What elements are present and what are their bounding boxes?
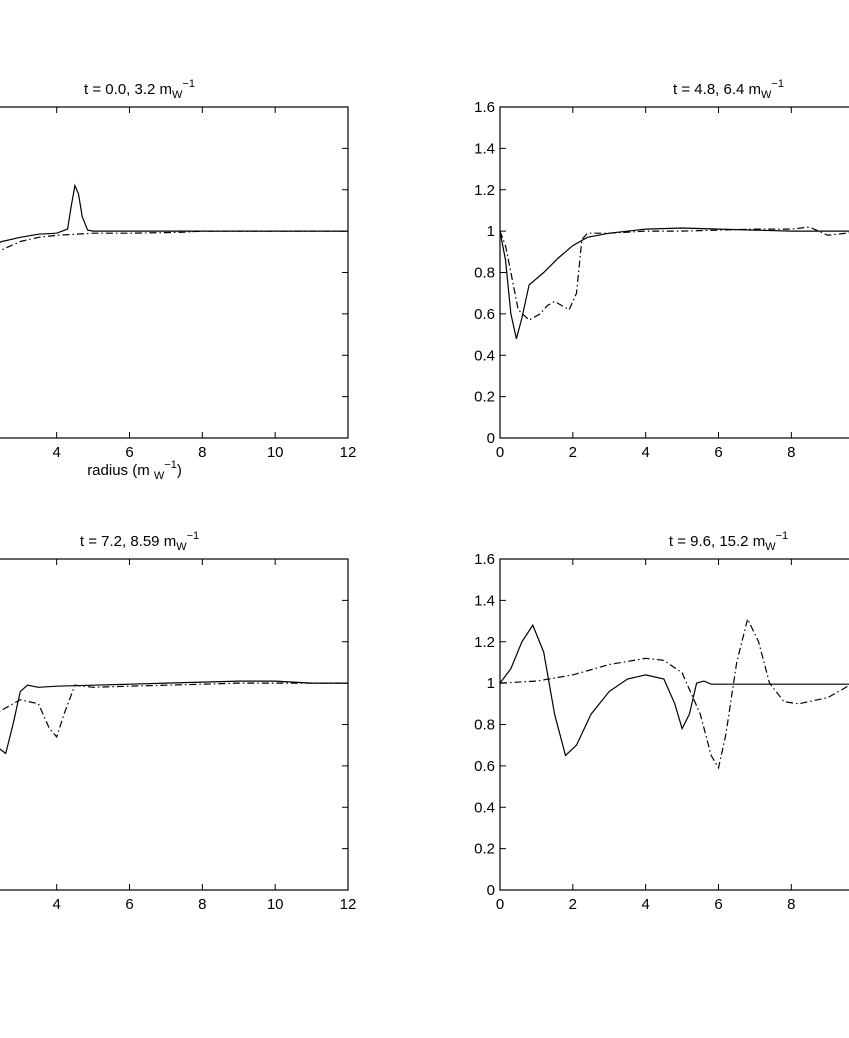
- series-dashdot-line: [500, 226, 849, 321]
- x-tick-label: 12: [340, 444, 357, 461]
- axes-frame: [499, 106, 849, 439]
- x-tick-label: 4: [52, 444, 60, 461]
- y-tick-label: 0.6: [474, 306, 495, 323]
- panel-title: t = 0.0, 3.2 mW−1: [84, 78, 195, 101]
- x-tick-label: 6: [714, 444, 722, 461]
- y-tick-label: 0: [487, 882, 495, 899]
- x-tick-label: 10: [267, 444, 284, 461]
- x-tick-label: 2: [569, 444, 577, 461]
- x-tick-label: 6: [125, 444, 133, 461]
- x-tick-label: 8: [787, 896, 795, 913]
- panel-title-unit-sup: −1: [771, 78, 784, 90]
- axes-frame: [499, 558, 849, 891]
- x-tick-label: 4: [641, 896, 649, 913]
- y-tick-label: 0.4: [474, 799, 495, 816]
- y-tick-label: 1.2: [474, 634, 495, 651]
- x-tick-label: 2: [569, 896, 577, 913]
- series-solid-line: [500, 623, 849, 757]
- y-tick-label: 0.8: [474, 265, 495, 282]
- axes-frame: [0, 106, 349, 439]
- series-solid-line: [500, 227, 849, 339]
- axes-frame: [0, 558, 349, 891]
- y-tick-label: 1.4: [474, 592, 495, 609]
- series-dashdot-line: [0, 230, 348, 252]
- subplot-top-right: 024681000.20.40.60.811.21.41.6t = 4.8, 6…: [474, 78, 849, 461]
- x-tick-label: 8: [198, 896, 206, 913]
- panel-title-unit: m: [164, 533, 177, 550]
- panel-title-unit-sub: W: [172, 89, 183, 101]
- x-axis-label-tail: ): [177, 462, 182, 479]
- y-tick-label: 0.4: [474, 347, 495, 364]
- panel-title-main: t = 4.8, 6.4: [673, 81, 748, 98]
- x-tick-label: 0: [496, 896, 504, 913]
- panel-title: t = 9.6, 15.2 mW−1: [669, 530, 788, 553]
- y-tick-label: 1.6: [474, 551, 495, 568]
- panel-title-unit-sup: −1: [182, 78, 195, 90]
- x-axis-label: radius (m W−1): [87, 459, 182, 482]
- panel-title-unit-sub: W: [765, 541, 776, 553]
- x-axis-label-unit-sup: −1: [164, 459, 177, 471]
- panel-title-unit-sup: −1: [187, 530, 200, 542]
- x-tick-label: 8: [787, 444, 795, 461]
- panel-title: t = 4.8, 6.4 mW−1: [673, 78, 784, 101]
- series-solid-line: [0, 680, 348, 755]
- y-tick-label: 1: [487, 675, 495, 692]
- y-tick-label: 0.8: [474, 717, 495, 734]
- series-dashdot-line: [500, 617, 849, 770]
- y-tick-label: 0.2: [474, 389, 495, 406]
- panel-title-main: t = 9.6, 15.2: [669, 533, 753, 550]
- y-tick-label: 1.6: [474, 99, 495, 116]
- y-tick-label: 1: [487, 223, 495, 240]
- panel-title: t = 7.2, 8.59 mW−1: [80, 530, 199, 553]
- x-tick-label: 4: [52, 896, 60, 913]
- x-tick-label: 0: [496, 444, 504, 461]
- x-tick-label: 10: [267, 896, 284, 913]
- panel-title-main: t = 0.0, 3.2: [84, 81, 159, 98]
- y-tick-label: 1.4: [474, 140, 495, 157]
- x-axis-label-unit-sub: W: [154, 470, 165, 482]
- panel-title-unit: m: [160, 81, 173, 98]
- panel-title-unit-sub: W: [176, 541, 187, 553]
- y-tick-label: 0.2: [474, 841, 495, 858]
- panel-title-unit-sup: −1: [776, 530, 789, 542]
- y-tick-label: 0: [487, 430, 495, 447]
- x-tick-label: 12: [340, 896, 357, 913]
- y-tick-label: 0.6: [474, 758, 495, 775]
- series-dashdot-line: [0, 682, 348, 739]
- y-tick-label: 1.2: [474, 182, 495, 199]
- x-tick-label: 6: [125, 896, 133, 913]
- panel-title-unit-sub: W: [761, 89, 772, 101]
- panel-title-main: t = 7.2, 8.59: [80, 533, 164, 550]
- panel-title-unit: m: [749, 81, 762, 98]
- subplot-bottom-right: 024681000.20.40.60.811.21.41.6t = 9.6, 1…: [474, 530, 849, 913]
- panel-title-unit: m: [753, 533, 766, 550]
- x-tick-label: 6: [714, 896, 722, 913]
- x-tick-label: 4: [641, 444, 649, 461]
- x-axis-label-main: radius (m: [87, 462, 154, 479]
- series-solid-line: [0, 183, 348, 243]
- subplot-bottom-left: 024681012t = 7.2, 8.59 mW−1: [0, 530, 356, 913]
- x-tick-label: 8: [198, 444, 206, 461]
